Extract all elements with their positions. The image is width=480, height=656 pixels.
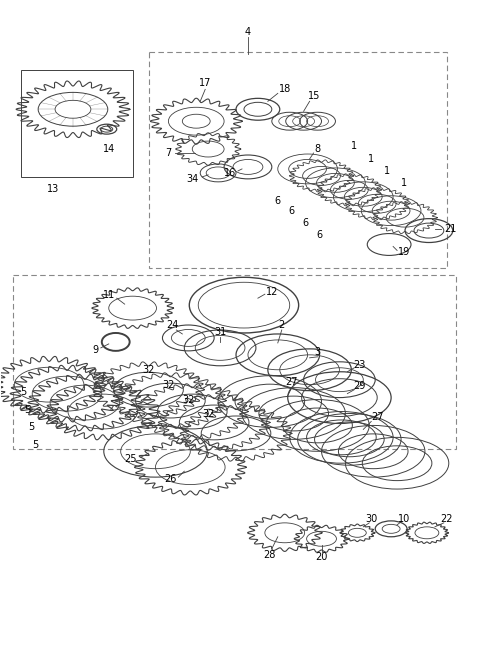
Text: 13: 13 [47, 184, 59, 194]
Text: 28: 28 [264, 550, 276, 560]
Text: 31: 31 [214, 327, 226, 337]
Text: 5: 5 [32, 440, 38, 450]
Text: 16: 16 [224, 168, 236, 178]
Text: 27: 27 [286, 377, 298, 386]
Text: 8: 8 [314, 144, 321, 154]
Text: 4: 4 [245, 27, 251, 37]
Text: 30: 30 [365, 514, 377, 524]
Text: 6: 6 [288, 206, 295, 216]
Text: 5: 5 [24, 405, 30, 415]
Text: 12: 12 [265, 287, 278, 297]
Text: 26: 26 [164, 474, 177, 484]
Text: 2: 2 [278, 320, 285, 330]
Text: 5: 5 [20, 386, 26, 397]
Text: 11: 11 [103, 290, 115, 300]
Text: 19: 19 [398, 247, 410, 257]
Text: 21: 21 [444, 224, 457, 234]
Text: 22: 22 [441, 514, 453, 524]
Text: 1: 1 [401, 178, 407, 188]
Text: 6: 6 [316, 230, 323, 239]
Bar [21, 70, 132, 177]
Text: 18: 18 [278, 85, 291, 94]
Text: 5: 5 [28, 422, 35, 432]
Text: 1: 1 [384, 166, 390, 176]
Text: 6: 6 [275, 195, 281, 206]
Text: 34: 34 [186, 174, 198, 184]
Text: 1: 1 [351, 141, 358, 151]
Text: 20: 20 [315, 552, 328, 562]
Text: 1: 1 [368, 154, 374, 164]
Text: 27: 27 [371, 413, 384, 422]
Text: 25: 25 [124, 454, 137, 464]
Text: 24: 24 [166, 320, 179, 330]
Text: 32: 32 [162, 380, 175, 390]
Text: 29: 29 [353, 380, 365, 391]
Text: 10: 10 [398, 514, 410, 524]
Text: 15: 15 [308, 91, 321, 101]
Text: 17: 17 [199, 79, 211, 89]
Text: 32: 32 [202, 409, 215, 419]
Text: 32: 32 [182, 394, 194, 405]
Text: 3: 3 [314, 347, 321, 357]
Text: 32: 32 [143, 365, 155, 375]
Text: 7: 7 [165, 148, 171, 158]
Text: 14: 14 [103, 144, 115, 154]
Text: 6: 6 [302, 218, 309, 228]
Text: 23: 23 [353, 359, 365, 370]
Text: 9: 9 [93, 345, 99, 355]
